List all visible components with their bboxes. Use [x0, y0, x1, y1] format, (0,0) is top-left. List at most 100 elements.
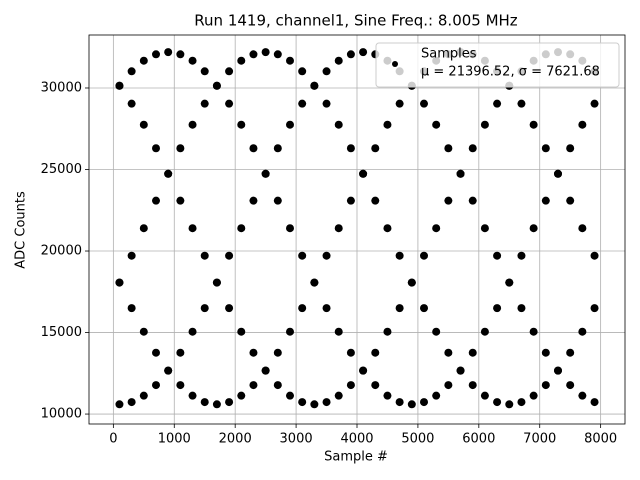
sample-point [395, 251, 404, 260]
sample-point [249, 348, 258, 357]
sample-point [286, 327, 294, 336]
sample-point [273, 348, 282, 357]
sample-point [517, 99, 526, 108]
sample-point [225, 251, 234, 260]
sample-point [310, 81, 319, 90]
sample-point [298, 398, 307, 407]
legend-marker [392, 61, 398, 67]
sample-point [432, 120, 441, 129]
sample-point [139, 391, 148, 400]
sample-point [334, 391, 343, 400]
sample-point [383, 327, 392, 336]
sample-point [383, 391, 392, 400]
sample-point [152, 144, 160, 153]
sample-point [346, 50, 355, 59]
sample-point [346, 196, 355, 205]
sample-point [127, 304, 136, 313]
sample-point [444, 144, 453, 153]
sample-point [554, 366, 562, 375]
x-tick-label: 3000 [280, 432, 313, 447]
sample-point [188, 56, 197, 65]
sample-point [383, 224, 392, 233]
sample-point [261, 366, 270, 375]
x-tick-label: 5000 [401, 432, 434, 447]
x-tick-label: 0 [109, 432, 117, 447]
x-axis-label: Sample # [324, 450, 388, 465]
sample-point [432, 391, 441, 400]
sample-point [152, 196, 160, 205]
sample-point [578, 327, 587, 336]
sample-point [298, 251, 307, 260]
sample-point [225, 67, 234, 76]
sample-point [273, 381, 282, 390]
x-tick-label: 6000 [462, 432, 495, 447]
sample-point [249, 50, 258, 59]
sample-point [225, 304, 234, 313]
sample-point [346, 381, 355, 390]
sample-point [249, 381, 258, 390]
sample-point [310, 400, 319, 409]
y-axis-label: ADC Counts [14, 191, 29, 269]
sample-point [249, 144, 258, 153]
sample-point [517, 304, 526, 313]
sample-point [286, 391, 294, 400]
sample-point [517, 251, 526, 260]
sample-point [590, 251, 599, 260]
sample-point [286, 224, 294, 233]
sample-point [444, 196, 453, 205]
sample-point [152, 50, 160, 59]
sample-point [127, 99, 136, 108]
sample-point [334, 327, 343, 336]
sample-point [286, 120, 294, 129]
sample-point [298, 67, 307, 76]
sample-point [212, 81, 221, 90]
sample-point [493, 304, 502, 313]
sample-point [590, 398, 599, 407]
sample-point [541, 144, 550, 153]
sample-point [529, 224, 538, 233]
sample-point [237, 327, 246, 336]
sample-point [395, 304, 404, 313]
sample-point [578, 391, 587, 400]
sample-point [188, 327, 197, 336]
sample-point [334, 224, 343, 233]
sample-point [212, 400, 221, 409]
sample-point [322, 99, 331, 108]
sample-point [359, 48, 368, 57]
sample-point [322, 67, 331, 76]
sample-point [395, 398, 404, 407]
legend-label: Samples [421, 47, 477, 62]
sample-point [200, 67, 209, 76]
sample-point [346, 348, 355, 357]
sample-point [176, 381, 185, 390]
x-tick-label: 4000 [340, 432, 373, 447]
x-tick-label: 7000 [523, 432, 556, 447]
sample-point [505, 400, 514, 409]
sample-point [237, 56, 246, 65]
sample-point [541, 348, 550, 357]
sample-point [407, 278, 416, 287]
sample-point [322, 304, 331, 313]
sample-point [115, 278, 124, 287]
sample-point [566, 196, 575, 205]
sample-point [176, 196, 185, 205]
sample-point [237, 224, 246, 233]
y-tick-label: 25000 [41, 162, 82, 177]
sample-point [590, 304, 599, 313]
sample-point [310, 278, 319, 287]
sample-point [322, 251, 331, 260]
sample-point [456, 366, 465, 375]
sample-point [188, 120, 197, 129]
sample-point [176, 144, 185, 153]
y-tick-label: 20000 [41, 244, 82, 259]
sample-point [566, 348, 575, 357]
sample-point [127, 67, 136, 76]
sample-point [493, 251, 502, 260]
sample-point [420, 398, 428, 407]
sample-point [273, 144, 282, 153]
sample-point [115, 400, 124, 409]
sample-point [505, 278, 514, 287]
sample-point [541, 196, 550, 205]
sample-point [164, 366, 173, 375]
sample-point [200, 99, 209, 108]
